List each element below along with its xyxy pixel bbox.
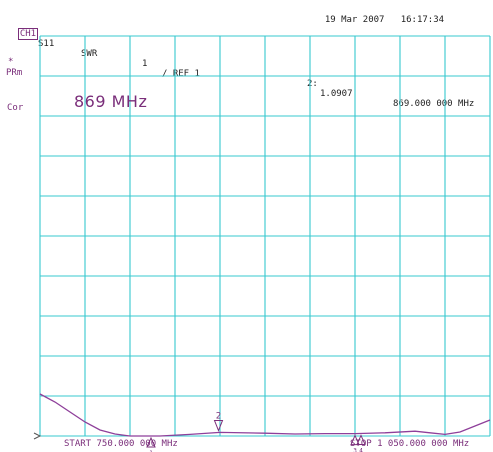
marker-triangle xyxy=(146,436,156,448)
marker-label: 2 xyxy=(216,412,221,422)
trace-layer xyxy=(39,393,491,437)
marker-triangle-active xyxy=(213,420,224,432)
swr-trace-line xyxy=(39,393,491,437)
stop-frequency: STOP 1 050.000 000 MHz xyxy=(350,439,470,449)
marker-triangle xyxy=(350,434,360,446)
plot-grid xyxy=(33,35,491,440)
parameter-label: S11 xyxy=(38,39,55,49)
ref-label: / REF 1 xyxy=(162,69,200,79)
scale-label: 1 xyxy=(142,59,148,69)
marker-readout-label: 2: xyxy=(307,79,318,89)
format-label: SWR xyxy=(81,49,98,59)
reference-arrow-icon xyxy=(33,432,42,440)
marker-label: 1 xyxy=(149,450,153,452)
prm-indicator: PRm xyxy=(6,68,23,78)
frequency-annotation: 869 MHz xyxy=(74,92,148,111)
date-time: 19 Mar 2007 16:17:34 xyxy=(314,5,444,25)
cor-indicator: Cor xyxy=(7,103,24,113)
start-frequency: START 750.000 000 MHz xyxy=(64,439,178,449)
star-indicator: * xyxy=(8,57,14,67)
marker-label: 3 xyxy=(353,448,357,452)
marker-layer: 2 1 34 xyxy=(146,412,366,452)
date-text: 19 Mar 2007 xyxy=(324,15,385,25)
time-text: 16:17:34 xyxy=(400,15,445,25)
channel-badge[interactable]: CH1 xyxy=(17,28,39,40)
marker-readout-value: 1.0907 xyxy=(320,89,353,99)
marker-triangle xyxy=(356,434,366,445)
marker-label: 4 xyxy=(359,447,363,452)
